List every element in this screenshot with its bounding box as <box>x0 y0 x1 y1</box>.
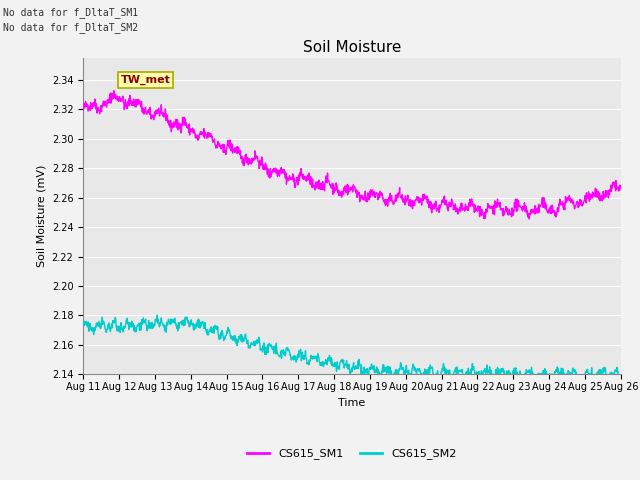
Y-axis label: Soil Moisture (mV): Soil Moisture (mV) <box>36 165 46 267</box>
Text: No data for f_DltaT_SM1: No data for f_DltaT_SM1 <box>3 7 138 18</box>
Title: Soil Moisture: Soil Moisture <box>303 40 401 55</box>
Text: No data for f_DltaT_SM2: No data for f_DltaT_SM2 <box>3 22 138 33</box>
Text: TW_met: TW_met <box>121 75 171 85</box>
X-axis label: Time: Time <box>339 397 365 408</box>
Legend: CS615_SM1, CS615_SM2: CS615_SM1, CS615_SM2 <box>243 444 461 464</box>
